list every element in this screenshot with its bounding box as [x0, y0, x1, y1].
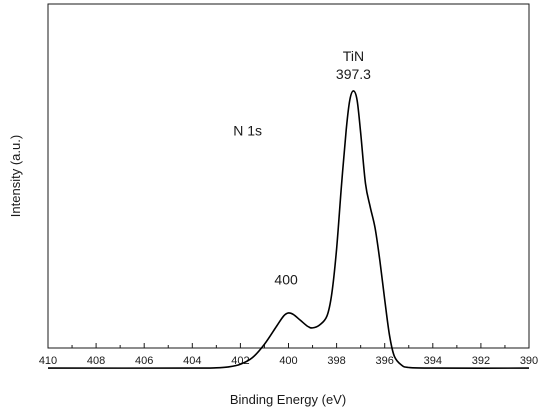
x-tick-label: 396 [376, 355, 394, 367]
x-tick-labels: 410 408 406 404 402 400 398 396 394 392 390 [39, 355, 538, 367]
x-tick-label: 398 [327, 355, 345, 367]
spectrum-line [47, 90, 530, 369]
x-tick-label: 394 [424, 355, 442, 367]
x-tick-label: 410 [39, 355, 57, 367]
annotation-label: 400 [274, 272, 298, 288]
x-tick-label: 406 [135, 355, 153, 367]
annotation-label: 397.3 [336, 66, 371, 82]
y-axis-label: Intensity (a.u.) [8, 135, 23, 217]
x-tick-label: 404 [183, 355, 201, 367]
x-tick-label: 408 [87, 355, 105, 367]
x-tick-label: 392 [472, 355, 490, 367]
annotation-label: TiN [343, 48, 364, 64]
x-tick-label: 400 [279, 355, 297, 367]
peak-annotations: TiN 397.3 N 1s 400 [233, 48, 371, 288]
x-tick-label: 390 [520, 355, 538, 367]
x-tick-label: 402 [231, 355, 249, 367]
plot-frame [47, 3, 530, 349]
x-axis-label: Binding Energy (eV) [230, 392, 346, 407]
annotation-label: N 1s [233, 123, 262, 139]
x-ticks [47, 343, 530, 348]
